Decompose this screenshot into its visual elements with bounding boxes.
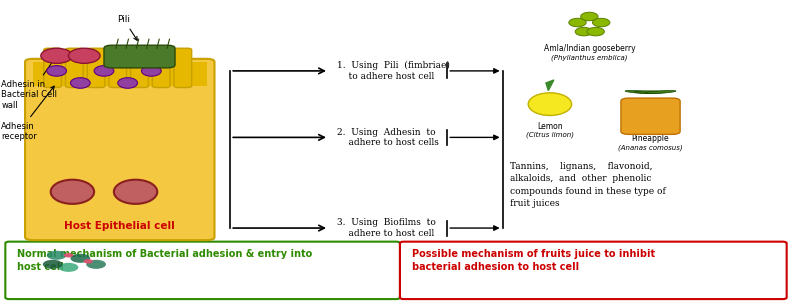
- Text: 3.  Using  Biofilms  to
    adhere to host cell: 3. Using Biofilms to adhere to host cell: [337, 218, 436, 238]
- Ellipse shape: [118, 78, 138, 88]
- Text: (Ananas comosus): (Ananas comosus): [618, 144, 683, 151]
- FancyBboxPatch shape: [109, 48, 127, 88]
- Ellipse shape: [625, 91, 657, 94]
- Ellipse shape: [68, 48, 100, 63]
- Ellipse shape: [70, 254, 90, 263]
- Ellipse shape: [43, 260, 63, 269]
- Ellipse shape: [592, 18, 610, 27]
- Text: Adhesin
receptor: Adhesin receptor: [2, 86, 54, 141]
- Ellipse shape: [587, 27, 604, 36]
- Text: 2.  Using  Adhesin  to
    adhere to host cells: 2. Using Adhesin to adhere to host cells: [337, 128, 439, 147]
- Text: Host Epithelial cell: Host Epithelial cell: [64, 221, 175, 231]
- FancyBboxPatch shape: [174, 48, 192, 88]
- FancyBboxPatch shape: [104, 45, 175, 68]
- Ellipse shape: [83, 259, 93, 264]
- Ellipse shape: [47, 251, 67, 260]
- FancyBboxPatch shape: [44, 48, 62, 88]
- FancyBboxPatch shape: [25, 59, 215, 240]
- Text: (Phyllanthus emblica): (Phyllanthus emblica): [551, 54, 627, 61]
- Ellipse shape: [528, 93, 572, 116]
- Ellipse shape: [569, 18, 586, 27]
- Text: Amla/Indian gooseberry: Amla/Indian gooseberry: [543, 44, 635, 53]
- Ellipse shape: [581, 12, 598, 21]
- Ellipse shape: [575, 27, 592, 36]
- Text: Pineapple: Pineapple: [631, 135, 669, 143]
- Text: Lemon: Lemon: [537, 122, 562, 131]
- Ellipse shape: [634, 91, 666, 93]
- FancyBboxPatch shape: [621, 98, 680, 135]
- Text: Adhesin in
Bacterial Cell
wall: Adhesin in Bacterial Cell wall: [2, 59, 57, 110]
- Text: Tannins,    lignans,    flavonoid,
alkaloids,  and  other  phenolic
compounds fo: Tannins, lignans, flavonoid, alkaloids, …: [510, 162, 666, 208]
- Text: Normal mechanism of Bacterial adhesion & entry into
host cell: Normal mechanism of Bacterial adhesion &…: [17, 249, 312, 272]
- Ellipse shape: [645, 91, 676, 94]
- Text: Pili: Pili: [117, 15, 137, 40]
- Ellipse shape: [86, 260, 106, 269]
- Ellipse shape: [63, 253, 73, 257]
- Text: (Citrus limon): (Citrus limon): [526, 131, 574, 138]
- Ellipse shape: [59, 263, 78, 272]
- Ellipse shape: [94, 66, 114, 76]
- Bar: [33, 62, 207, 86]
- Ellipse shape: [114, 180, 158, 204]
- FancyBboxPatch shape: [87, 48, 105, 88]
- Ellipse shape: [41, 48, 72, 63]
- FancyBboxPatch shape: [66, 48, 83, 88]
- Ellipse shape: [70, 78, 90, 88]
- Text: Possible mechanism of fruits juice to inhibit
bacterial adhesion to host cell: Possible mechanism of fruits juice to in…: [412, 249, 655, 272]
- Text: 1.  Using  Pili  (fimbriae)
    to adhere host cell: 1. Using Pili (fimbriae) to adhere host …: [337, 61, 450, 81]
- Polygon shape: [546, 80, 554, 91]
- Ellipse shape: [47, 66, 67, 76]
- FancyBboxPatch shape: [152, 48, 170, 88]
- Ellipse shape: [142, 66, 162, 76]
- Ellipse shape: [51, 180, 94, 204]
- FancyBboxPatch shape: [131, 48, 148, 88]
